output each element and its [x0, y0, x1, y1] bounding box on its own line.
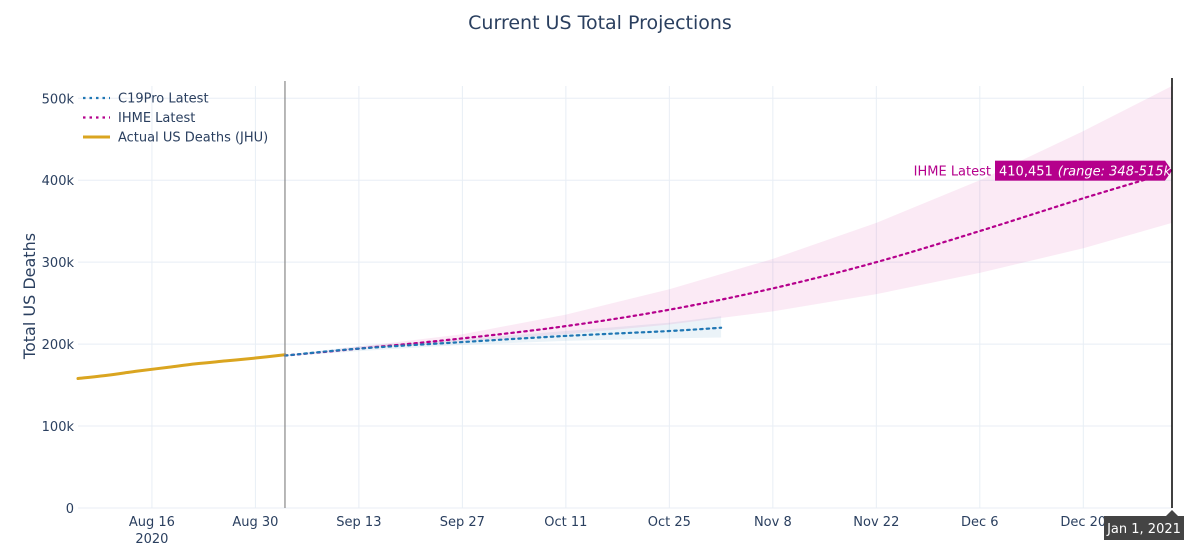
grid-lines [78, 86, 1172, 509]
legend-item-label[interactable]: C19Pro Latest [118, 92, 209, 107]
hover-label-box [1104, 516, 1184, 540]
y-axis-label: Total US Deaths [20, 233, 39, 360]
chart-title: Current US Total Projections [468, 12, 732, 34]
ihme-annotation: IHME Latest 410,451 (range: 348-515k) [914, 160, 1176, 181]
y-tick-label: 400k [42, 174, 75, 189]
axes: 0 100k 200k 300k 400k 500k Aug 16 2020 Aug 30 Sep… [42, 81, 1106, 547]
actual-us-deaths-jhu-line [76, 353, 287, 381]
ihme-latest-band [284, 86, 1172, 356]
hover-label-pointer [1166, 510, 1178, 516]
annotation-label: IHME Latest [914, 165, 991, 180]
x-tick-label: Oct 25 [648, 515, 691, 530]
x-tick-label: Dec 6 [961, 515, 999, 530]
annotation-value: 410,451 (range: 348-515k) [999, 165, 1176, 180]
x-tick-sublabel: 2020 [135, 532, 168, 547]
hover-date-text: Jan 1, 2021 [1106, 522, 1181, 537]
y-tick-label: 0 [66, 502, 74, 517]
c19pro-latest-line [283, 326, 723, 357]
x-tick-label: Sep 27 [440, 515, 485, 530]
x-tick-label: Nov 8 [754, 515, 792, 530]
annotation-range: (range: 348-515k) [1058, 165, 1176, 180]
confidence-bands [284, 86, 1172, 357]
legend-item-label[interactable]: IHME Latest [118, 111, 195, 126]
annotation-pointer [1165, 160, 1172, 181]
y-tick-label: 300k [42, 256, 75, 271]
hover-x-label: Jan 1, 2021 [1104, 78, 1184, 540]
y-tick-label: 200k [42, 338, 75, 353]
x-tick-label: Aug 30 [232, 515, 278, 530]
annotation-value-number: 410,451 [999, 165, 1053, 180]
annotation-box [995, 160, 1165, 181]
x-tick-label: Nov 22 [853, 515, 899, 530]
x-tick-label: Aug 16 [129, 515, 175, 530]
x-tick-label: Sep 13 [336, 515, 381, 530]
x-tick-label: Dec 20 [1060, 515, 1106, 530]
y-tick-label: 500k [42, 92, 75, 107]
series-lines [76, 170, 1174, 381]
y-tick-label: 100k [42, 420, 75, 435]
x-tick-label: Oct 11 [544, 515, 587, 530]
legend-item-label[interactable]: Actual US Deaths (JHU) [118, 131, 268, 146]
ihme-latest-line [283, 170, 1174, 357]
legend[interactable]: C19Pro Latest IHME Latest Actual US Deaths… [83, 92, 268, 146]
